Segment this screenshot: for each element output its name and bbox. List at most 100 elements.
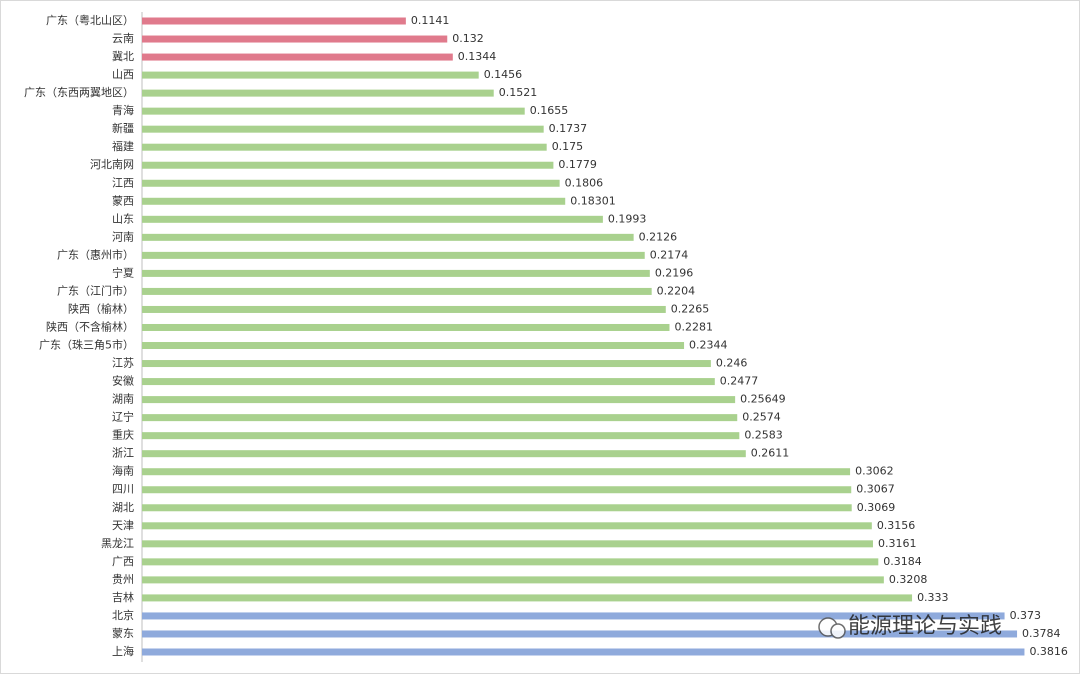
value-label: 0.2174: [650, 248, 689, 261]
value-label: 0.3784: [1022, 627, 1061, 640]
value-label: 0.2611: [751, 447, 790, 460]
value-label: 0.373: [1010, 609, 1042, 622]
value-label: 0.3208: [889, 573, 928, 586]
watermark-icon: [830, 623, 846, 639]
value-label: 0.3062: [855, 465, 894, 478]
bar: [142, 17, 406, 25]
y-tick-label: 蒙东: [112, 627, 134, 640]
y-tick-label: 黑龙江: [101, 537, 134, 550]
value-label: 0.3067: [856, 483, 895, 496]
bar: [142, 233, 634, 241]
value-label: 0.2281: [674, 320, 713, 333]
y-tick-label: 河北南网: [90, 158, 134, 171]
y-tick-label: 上海: [112, 644, 134, 658]
y-tick-label: 北京: [112, 608, 134, 622]
bar: [142, 414, 738, 422]
bar: [142, 107, 525, 115]
value-label: 0.1779: [558, 158, 597, 171]
bar: [142, 287, 652, 295]
y-tick-label: 湖北: [112, 501, 134, 514]
value-label: 0.1655: [530, 104, 569, 117]
y-tick-label: 蒙西: [112, 194, 134, 207]
value-label: 0.2583: [744, 429, 783, 442]
y-tick-label: 山东: [112, 212, 134, 225]
y-tick-label: 广东（惠州市）: [57, 247, 134, 261]
value-label: 0.2204: [657, 284, 696, 297]
bar: [142, 450, 746, 458]
y-tick-label: 青海: [112, 103, 134, 117]
bar: [142, 89, 494, 97]
value-label: 0.1344: [458, 50, 497, 63]
bar: [142, 486, 852, 494]
bar: [142, 594, 913, 602]
value-label: 0.3816: [1029, 645, 1068, 658]
value-label: 0.2126: [639, 230, 678, 243]
bar: [142, 540, 873, 548]
bar: [142, 269, 650, 277]
bar: [142, 251, 645, 259]
y-tick-label: 吉林: [112, 590, 134, 604]
bar: [142, 360, 711, 368]
bar: [142, 197, 566, 205]
y-tick-label: 重庆: [112, 428, 134, 442]
y-tick-label: 浙江: [112, 447, 134, 460]
y-tick-label: 陕西（不含榆林）: [46, 319, 134, 333]
value-label: 0.2265: [671, 302, 710, 315]
bar: [142, 215, 603, 223]
bar: [142, 648, 1025, 656]
bar: [142, 468, 851, 476]
value-label: 0.1993: [608, 212, 647, 225]
y-tick-label: 新疆: [112, 121, 134, 135]
y-tick-label: 山西: [112, 68, 134, 81]
bar: [142, 53, 453, 61]
value-label: 0.2574: [742, 411, 781, 424]
y-tick-label: 贵州: [112, 573, 134, 586]
y-tick-label: 广东（江门市）: [57, 283, 134, 297]
value-label: 0.1806: [565, 176, 604, 189]
y-tick-label: 广东（珠三角5市）: [39, 338, 134, 352]
value-label: 0.246: [716, 357, 748, 370]
y-tick-label: 云南: [112, 32, 134, 45]
value-label: 0.175: [552, 140, 584, 153]
value-label: 0.1521: [499, 86, 538, 99]
y-tick-label: 广东（粤北山区）: [46, 13, 134, 27]
y-tick-label: 湖南: [112, 393, 134, 406]
value-label: 0.3161: [878, 537, 917, 550]
y-tick-label: 陕西（榆林）: [68, 301, 134, 315]
bar: [142, 342, 685, 350]
bar: [142, 504, 852, 512]
y-tick-label: 宁夏: [112, 265, 134, 279]
bar: [142, 396, 736, 404]
y-tick-label: 河南: [112, 230, 134, 243]
y-tick-label: 广西: [112, 555, 134, 568]
y-tick-label: 海南: [112, 464, 134, 478]
y-tick-label: 安徽: [112, 374, 134, 388]
watermark: 能源理论与实践: [848, 614, 1002, 639]
value-label: 0.132: [452, 32, 484, 45]
bar: [142, 522, 872, 530]
y-tick-label: 四川: [112, 483, 134, 496]
bar: [142, 378, 715, 386]
bar: [142, 35, 448, 43]
y-tick-label: 冀北: [112, 49, 134, 63]
y-tick-label: 辽宁: [112, 410, 134, 424]
bar: [142, 305, 666, 313]
bar: [142, 71, 479, 79]
value-label: 0.3156: [877, 519, 916, 532]
bar: [142, 630, 1018, 638]
value-label: 0.3069: [857, 501, 896, 514]
value-label: 0.18301: [570, 194, 616, 207]
value-label: 0.1456: [484, 68, 523, 81]
y-tick-label: 天津: [112, 519, 134, 532]
bar: [142, 576, 884, 584]
bar: [142, 179, 560, 187]
watermark-group: 能源理论与实践: [818, 614, 1002, 639]
y-tick-label: 江西: [112, 176, 134, 189]
bar: [142, 558, 879, 566]
bar: [142, 125, 544, 133]
value-label: 0.1737: [549, 122, 588, 135]
y-tick-label: 福建: [112, 139, 134, 153]
bar: [142, 612, 1005, 620]
bar: [142, 161, 554, 169]
